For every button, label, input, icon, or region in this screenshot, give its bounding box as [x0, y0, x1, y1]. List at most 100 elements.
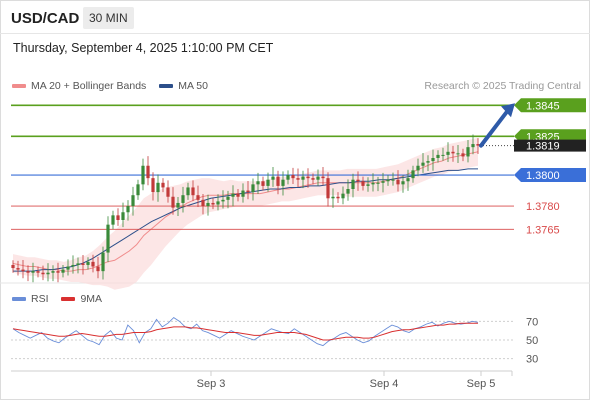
forecast-arrow-shaft [479, 108, 510, 148]
symbol-title: USD/CAD [11, 10, 80, 27]
candle-body [251, 184, 255, 193]
candle-body [456, 153, 460, 155]
candle-body [226, 196, 230, 200]
candle-body [231, 193, 235, 197]
candle-body [336, 196, 340, 199]
candle-body [61, 269, 65, 273]
candle-body [411, 170, 415, 179]
candle-body [46, 272, 50, 275]
legend-item-9ma: 9MA [61, 293, 102, 305]
candle-body [286, 175, 290, 180]
candle-body [366, 184, 370, 186]
candle-body [236, 193, 240, 197]
legend-swatch-rsi [12, 297, 26, 302]
candle-body [111, 215, 115, 225]
rsi-legend: RSI 9MA [12, 293, 112, 305]
candle-body [76, 263, 80, 265]
research-credit: Research © 2025 Trading Central [424, 80, 581, 92]
candle-body [131, 195, 135, 207]
candle-body [201, 199, 205, 207]
candle-body [301, 176, 305, 180]
bollinger-band [13, 137, 478, 290]
candle-body [101, 252, 105, 272]
legend-label-ma20: MA 20 + Bollinger Bands [31, 80, 147, 92]
candle-body [221, 199, 225, 202]
candle-body [436, 154, 440, 158]
candle-body [321, 176, 325, 179]
candle-body [91, 261, 95, 267]
candle-body [281, 179, 285, 186]
legend-label-rsi: RSI [31, 293, 49, 305]
candle-body [126, 206, 130, 213]
candle-body [381, 181, 385, 183]
candle-body [56, 271, 60, 273]
candle-body [246, 190, 250, 193]
candle-body [266, 179, 270, 186]
legend-item-ma20: MA 20 + Bollinger Bands [12, 80, 146, 92]
candle-body [386, 179, 390, 182]
legend-label-9ma: 9MA [80, 293, 103, 305]
candle-body [116, 215, 120, 220]
candle-body [346, 189, 350, 194]
price-legend: MA 20 + Bollinger Bands MA 50 [12, 80, 218, 92]
candle-body [241, 190, 245, 197]
candle-body [311, 178, 315, 180]
candle-body [326, 178, 330, 199]
level-tag-1.3845 [514, 98, 586, 113]
candle-body [306, 176, 310, 179]
candle-body [431, 158, 435, 162]
candle-body [41, 272, 45, 275]
forecast-arrow-head [501, 103, 515, 118]
candle-body [11, 264, 15, 269]
candle-body [341, 193, 345, 199]
candle-body [331, 196, 335, 199]
level-label-1.3845: 1.3845 [526, 100, 560, 112]
legend-swatch-ma50 [159, 84, 174, 89]
candle-body [421, 162, 425, 166]
legend-swatch-9ma [61, 297, 76, 302]
candle-body [196, 195, 200, 200]
candle-body [216, 201, 220, 205]
timeframe-badge[interactable]: 30 MIN [83, 7, 134, 29]
candle-body [161, 182, 165, 188]
candle-body [181, 195, 185, 203]
level-label-1.3765: 1.3765 [526, 224, 560, 236]
candle-body [371, 182, 375, 185]
candle-body [136, 184, 140, 196]
legend-item-rsi: RSI [12, 293, 49, 305]
candle-body [416, 165, 420, 171]
candle-body [396, 179, 400, 185]
candle-body [81, 263, 85, 265]
legend-label-ma50: MA 50 [178, 80, 208, 92]
candle-body [211, 202, 215, 205]
candle-body [71, 264, 75, 267]
candle-body [361, 181, 365, 186]
candle-body [466, 147, 470, 157]
candle-body [36, 271, 40, 273]
candle-body [106, 224, 110, 253]
candle-body [206, 202, 210, 207]
candle-body [291, 175, 295, 179]
rsi-line [12, 317, 479, 347]
header-divider [0, 33, 590, 34]
candle-body [171, 196, 175, 208]
rsi-tick-30: 30 [526, 354, 538, 366]
legend-swatch-ma20 [12, 84, 26, 89]
candle-body [21, 269, 25, 272]
candle-body [191, 187, 195, 196]
candle-body [141, 165, 145, 185]
level-label-1.3800: 1.3800 [526, 170, 560, 182]
candle-body [66, 266, 70, 270]
ma20-line [12, 151, 479, 272]
last-price-label: 1.3819 [526, 141, 560, 153]
candle-body [441, 154, 445, 156]
candle-body [146, 165, 150, 179]
candle-body [406, 178, 410, 182]
last-price-tag [514, 139, 586, 152]
chart-datetime: Thursday, September 4, 2025 1:10:00 PM C… [13, 41, 274, 55]
candle-body [261, 181, 265, 186]
level-tag-1.3800 [514, 168, 586, 183]
ma50-line [13, 168, 478, 272]
candle-body [176, 202, 180, 208]
